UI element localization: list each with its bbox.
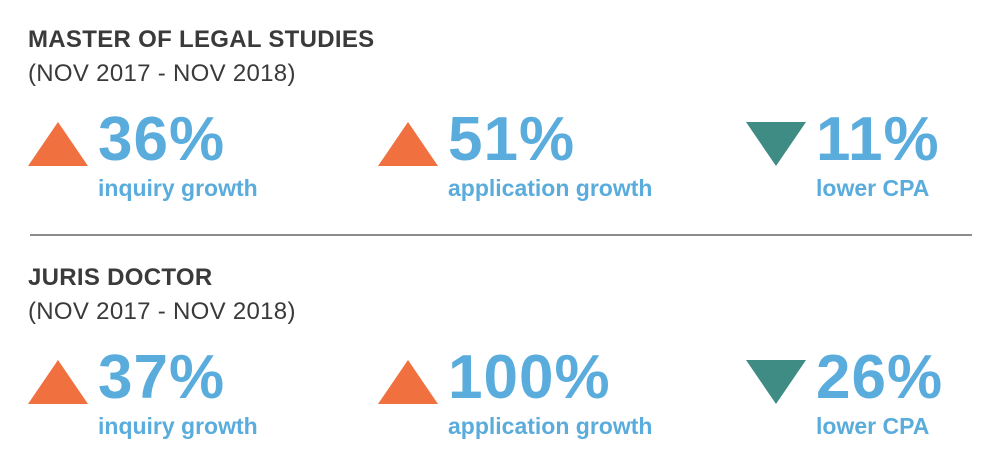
up-triangle-icon	[378, 122, 438, 166]
stat-value: 100%	[448, 343, 611, 412]
stat-value: 37%	[98, 343, 226, 412]
up-triangle-icon	[28, 122, 88, 166]
up-triangle-icon	[28, 360, 88, 404]
section-period: (NOV 2017 - NOV 2018)	[28, 60, 296, 87]
section-title: MASTER OF LEGAL STUDIES	[28, 26, 375, 53]
stat-label: application growth	[448, 175, 653, 201]
stat-label: inquiry growth	[98, 175, 258, 201]
stat-label: inquiry growth	[98, 413, 258, 439]
up-triangle-icon	[378, 360, 438, 404]
stat-value: 51%	[448, 105, 576, 174]
section-divider	[30, 234, 972, 236]
section-period: (NOV 2017 - NOV 2018)	[28, 298, 296, 325]
stat-label: lower CPA	[816, 413, 930, 439]
section-title: JURIS DOCTOR	[28, 264, 213, 291]
stat-value: 11%	[816, 105, 940, 174]
down-triangle-icon	[746, 360, 806, 404]
down-triangle-icon	[746, 122, 806, 166]
stat-value: 36%	[98, 105, 226, 174]
stat-value: 26%	[816, 343, 944, 412]
stat-label: application growth	[448, 413, 653, 439]
stat-label: lower CPA	[816, 175, 930, 201]
